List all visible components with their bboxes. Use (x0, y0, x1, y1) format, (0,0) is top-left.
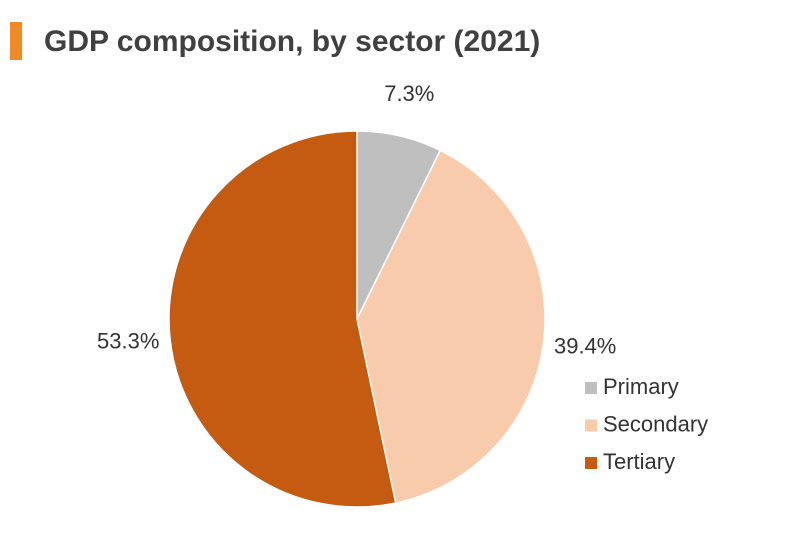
data-label: 53.3% (97, 329, 159, 354)
chart-title: GDP composition, by sector (2021) (44, 25, 540, 58)
legend-label: Primary (603, 374, 679, 399)
title-accent (10, 22, 22, 60)
pie-slice (168, 130, 397, 508)
legend-swatch (585, 419, 597, 432)
data-label: 39.4% (554, 334, 616, 359)
legend-label: Secondary (603, 411, 708, 436)
legend-swatch (585, 457, 597, 469)
legend-swatch (585, 382, 597, 394)
pie-slice (356, 149, 546, 504)
legend-label: Tertiary (603, 449, 675, 474)
data-label: 7.3% (384, 81, 434, 106)
